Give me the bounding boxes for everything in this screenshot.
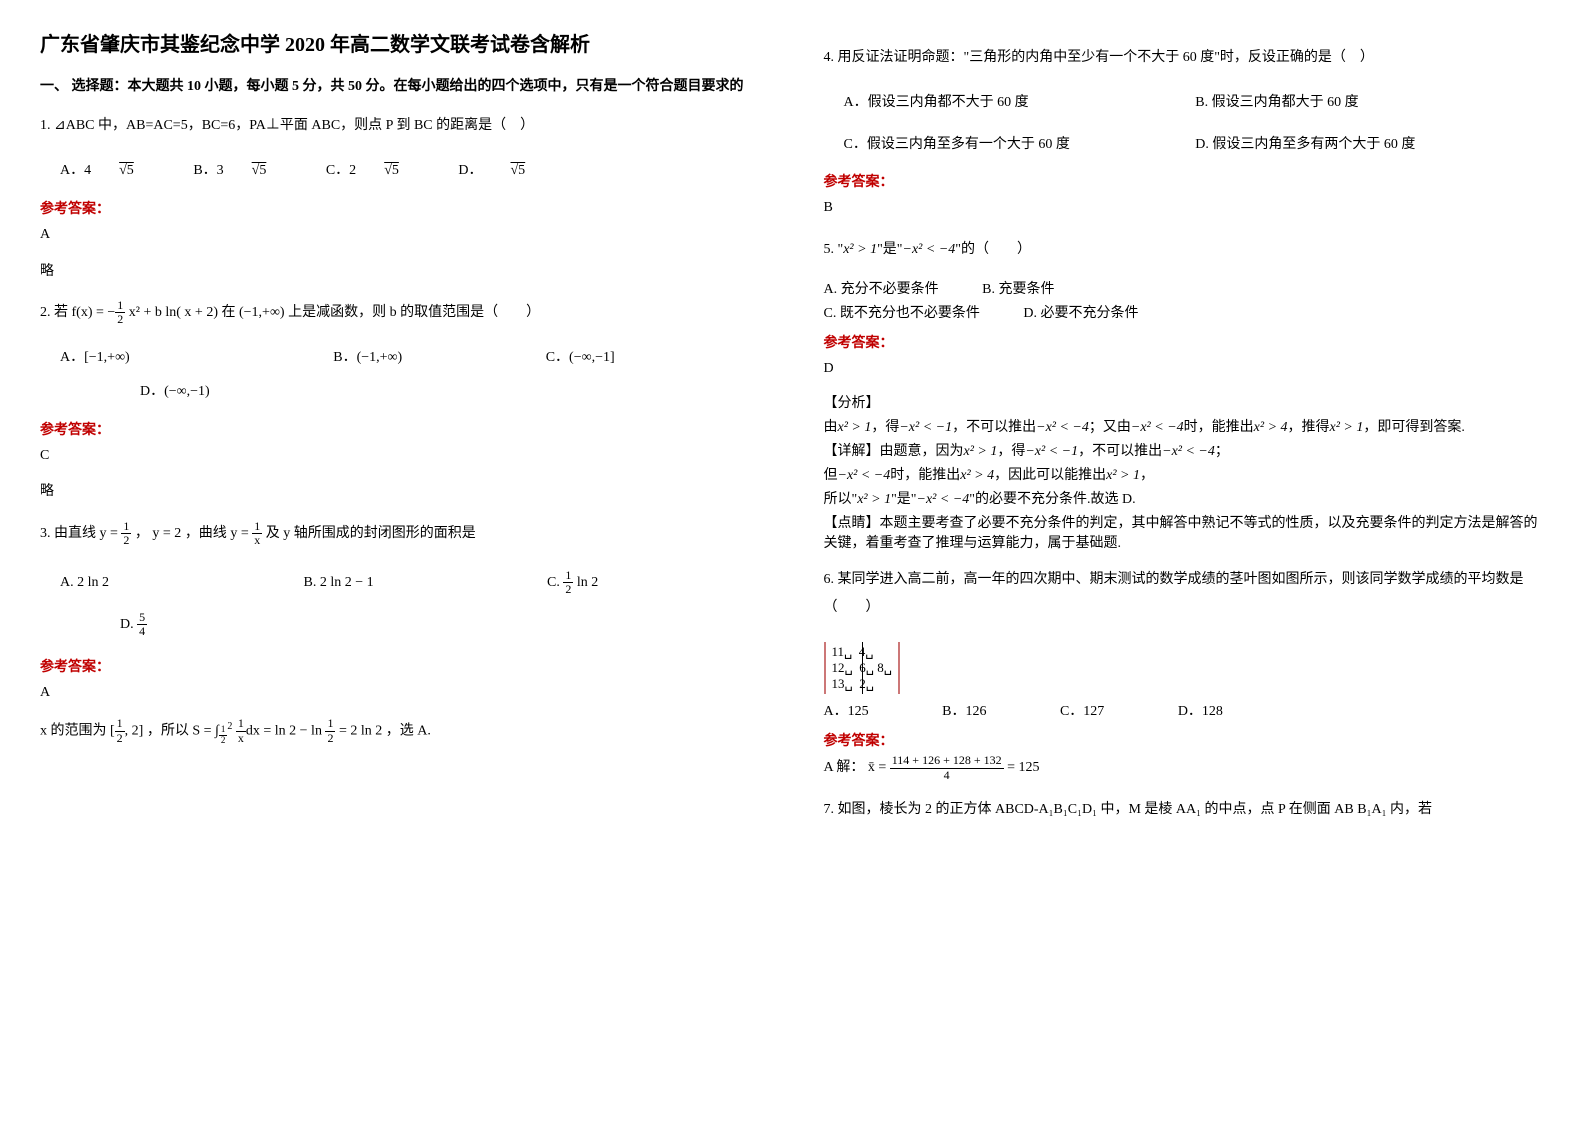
- sl-row: 11␣ 4␣: [832, 644, 893, 660]
- question-5: 5. "x² > 1"是"−x² < −4"的（ ）: [824, 236, 1548, 264]
- answer-label: 参考答案：: [40, 419, 764, 439]
- q2-optA: A．[−1,+∞): [60, 350, 130, 365]
- q2-answer2: 略: [40, 479, 764, 506]
- q4-options: A．假设三内角都不大于 60 度 B. 假设三内角都大于 60 度 C．假设三内…: [844, 86, 1548, 161]
- q1-text: 1. ⊿ABC 中，AB=AC=5，BC=6，PA⊥平面 ABC，则点 P 到 …: [40, 118, 534, 133]
- q1-optC: C．2√5: [326, 154, 427, 188]
- q1-options: A．4√5 B．3√5 C．2√5 D．√5: [60, 154, 764, 188]
- question-7: 7. 如图，棱长为 2 的正方体 ABCD-A₁B₁C₁D₁ 中，M 是棱 AA…: [824, 796, 1548, 824]
- sl-row: 12␣ 6␣ 8␣: [832, 660, 893, 676]
- q1-answer: A: [40, 222, 764, 249]
- q5-line2: 【详解】由题意，因为x² > 1，得−x² < −1，不可以推出−x² < −4…: [824, 440, 1548, 460]
- answer-label: 参考答案：: [40, 656, 764, 676]
- q2-interval: (−1,+∞): [239, 305, 285, 320]
- answer-label: 参考答案：: [824, 332, 1548, 352]
- q5-analysis-label: 【分析】: [824, 392, 1548, 412]
- q2-func: f(x) = −12 x² + b ln( x + 2): [72, 299, 218, 327]
- q4-optB: B. 假设三内角都大于 60 度: [1195, 86, 1547, 120]
- q2-optC: C．(−∞,−1]: [546, 350, 615, 365]
- q3-optD: D. 54: [120, 617, 147, 632]
- q6-optA: A．125: [824, 700, 869, 720]
- q5-optC: C. 既不充分也不必要条件: [824, 306, 980, 321]
- q6-optD: D．128: [1178, 700, 1223, 720]
- q2-answer: C: [40, 443, 764, 470]
- q6-optB: B．126: [942, 700, 986, 720]
- q5-optA: A. 充分不必要条件: [824, 282, 939, 297]
- answer-label: 参考答案：: [40, 198, 764, 218]
- question-2: 2. 若 f(x) = −12 x² + b ln( x + 2) 在 (−1,…: [40, 299, 764, 327]
- q5-answer: D: [824, 356, 1548, 383]
- section-intro: 一、 选择题：本大题共 10 小题，每小题 5 分，共 50 分。在每小题给出的…: [40, 76, 764, 98]
- answer-label: 参考答案：: [824, 730, 1548, 750]
- q3-answer: A: [40, 680, 764, 707]
- doc-title: 广东省肇庆市其鉴纪念中学 2020 年高二数学文联考试卷含解析: [40, 30, 764, 60]
- q6-options: A．125 B．126 C．127 D．128: [824, 700, 1548, 720]
- root5: √5: [119, 154, 134, 188]
- q3-solution: x 的范围为 [12, 2] ，所以 S = ∫122 1xdx = ln 2 …: [40, 717, 764, 747]
- q5-dianjing: 【点睛】本题主要考查了必要不充分条件的判定，其中解答中熟记不等式的性质，以及充要…: [824, 512, 1548, 552]
- q5-optB: B. 充要条件: [982, 282, 1054, 297]
- answer-label: 参考答案：: [824, 171, 1548, 191]
- question-1: 1. ⊿ABC 中，AB=AC=5，BC=6，PA⊥平面 ABC，则点 P 到 …: [40, 112, 764, 140]
- q1-answer2: 略: [40, 259, 764, 286]
- q3-optC: C. 12 ln 2: [547, 575, 598, 590]
- q3-options: A. 2 ln 2 B. 2 ln 2 − 1 C. 12 ln 2 D. 54: [60, 562, 764, 646]
- q1-optD: D．√5: [458, 154, 553, 188]
- q4-optA: A．假设三内角都不大于 60 度: [844, 86, 1196, 120]
- q4-optC: C．假设三内角至多有一个大于 60 度: [844, 128, 1196, 162]
- question-6: 6. 某同学进入高二前，高一年的四次期中、期末测试的数学成绩的茎叶图如图所示，则…: [824, 566, 1548, 622]
- q2-optB: B．(−1,+∞): [333, 350, 402, 365]
- q5-optsCD: C. 既不充分也不必要条件 D. 必要不充分条件: [824, 302, 1548, 322]
- q6-answer: A 解： x̄ = 114 + 126 + 128 + 1324 = 125: [824, 754, 1548, 782]
- q4-answer: B: [824, 195, 1548, 222]
- q5-line3: 但−x² < −4时，能推出x² > 4，因此可以能推出x² > 1，: [824, 464, 1548, 484]
- question-3: 3. 由直线 y = 12 ， y = 2 ，曲线 y = 1x 及 y 轴所围…: [40, 520, 764, 548]
- q1-optB: B．3√5: [193, 154, 294, 188]
- q2-optD: D．(−∞,−1): [140, 384, 210, 399]
- q3-optA: A. 2 ln 2: [60, 562, 260, 604]
- stem-leaf-plot: 11␣ 4␣ 12␣ 6␣ 8␣ 13␣ 2␣: [824, 642, 901, 694]
- q5-optD: D. 必要不充分条件: [1023, 306, 1138, 321]
- q2-options: A．[−1,+∞) B．(−1,+∞) C．(−∞,−1] D．(−∞,−1): [60, 341, 764, 408]
- question-4: 4. 用反证法证明命题："三角形的内角中至少有一个不大于 60 度"时，反设正确…: [824, 44, 1548, 72]
- q5-optsAB: A. 充分不必要条件 B. 充要条件: [824, 278, 1548, 298]
- q5-line1: 由x² > 1，得−x² < −1，不可以推出−x² < −4；又由−x² < …: [824, 416, 1548, 436]
- sl-row: 13␣ 2␣: [832, 676, 893, 692]
- q3-optB: B. 2 ln 2 − 1: [304, 562, 504, 604]
- q1-optA: A．4√5: [60, 154, 162, 188]
- q4-optD: D. 假设三内角至多有两个大于 60 度: [1195, 128, 1547, 162]
- q6-optC: C．127: [1060, 700, 1104, 720]
- q5-line4: 所以"x² > 1"是"−x² < −4"的必要不充分条件.故选 D.: [824, 488, 1548, 508]
